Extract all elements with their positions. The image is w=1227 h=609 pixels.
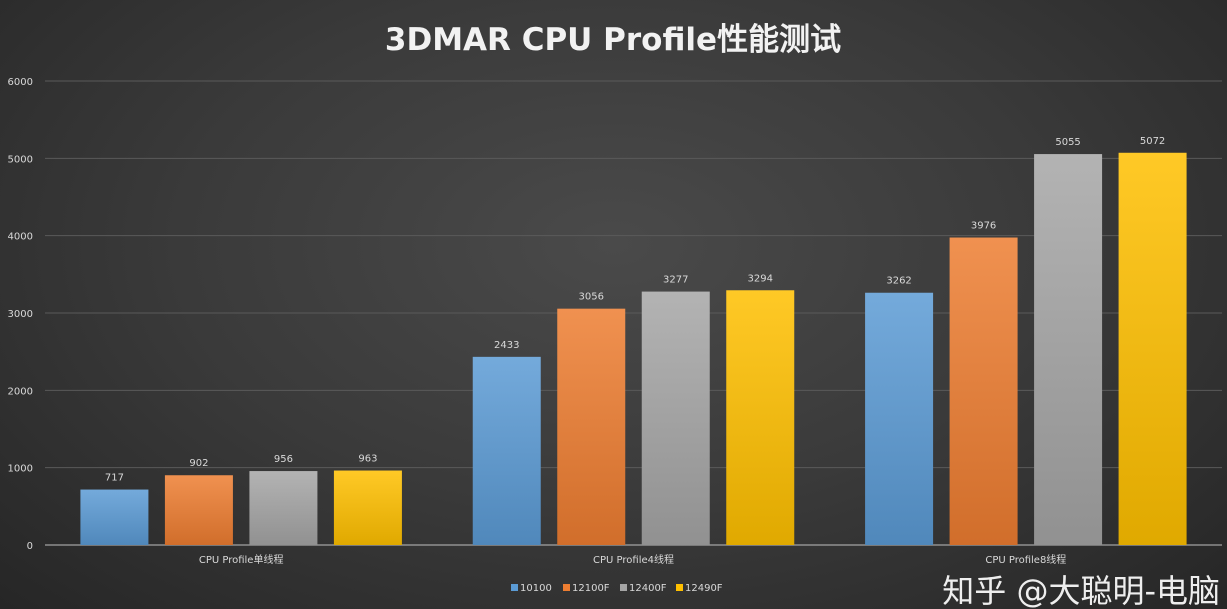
y-tick-label: 3000: [8, 309, 33, 320]
bar-10100: [80, 489, 149, 545]
x-category-label: CPU Profile8线程: [985, 553, 1066, 566]
legend-swatch: [620, 584, 627, 591]
data-label: 3976: [971, 221, 996, 232]
bar-12400F: [249, 471, 318, 545]
bar-10100: [472, 356, 541, 545]
bar-12490F: [726, 290, 795, 545]
legend-label: 12100F: [572, 583, 610, 594]
data-label: 717: [105, 473, 124, 484]
y-tick-label: 4000: [8, 232, 33, 243]
data-label: 3294: [748, 273, 773, 284]
x-category-label: CPU Profile单线程: [199, 553, 284, 566]
data-label: 956: [274, 454, 293, 465]
data-label: 3056: [579, 292, 604, 303]
y-tick-label: 1000: [8, 464, 33, 475]
legend-swatch: [676, 584, 683, 591]
data-label: 3277: [663, 275, 688, 286]
bar-12100F: [949, 237, 1018, 546]
bar-12100F: [557, 308, 626, 545]
x-category-label: CPU Profile4线程: [593, 553, 674, 566]
data-label: 5072: [1140, 136, 1165, 147]
chart-title: 3DMAR CPU Profile性能测试: [385, 22, 841, 58]
data-label: 2433: [494, 340, 519, 351]
bar-12400F: [641, 291, 710, 545]
y-tick-label: 6000: [8, 77, 33, 88]
bar-10100: [865, 292, 934, 545]
data-label: 3262: [886, 276, 911, 287]
y-tick-label: 0: [27, 541, 33, 552]
bar-12490F: [333, 470, 402, 545]
bar-12490F: [1118, 152, 1187, 546]
legend-swatch: [563, 584, 570, 591]
legend-label: 10100: [520, 583, 552, 594]
watermark: 知乎 @大聪明-电脑: [942, 572, 1220, 609]
legend-label: 12400F: [629, 583, 667, 594]
y-tick-label: 2000: [8, 386, 33, 397]
bar-12400F: [1034, 154, 1103, 545]
data-label: 5055: [1055, 137, 1080, 148]
data-label: 963: [358, 454, 377, 465]
y-tick-label: 5000: [8, 154, 33, 165]
legend-swatch: [511, 584, 518, 591]
data-label: 902: [189, 458, 208, 469]
legend-label: 12490F: [685, 583, 723, 594]
bar-12100F: [164, 475, 233, 545]
